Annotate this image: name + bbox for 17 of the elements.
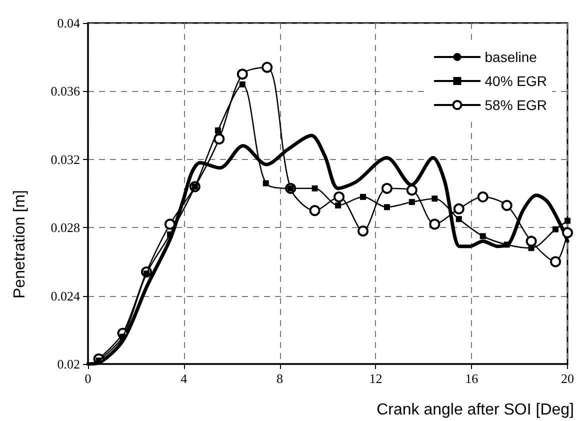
y-tick-label: 0.032 xyxy=(50,152,80,167)
x-tick-label: 8 xyxy=(276,371,284,386)
y-tick-label: 0.028 xyxy=(50,220,80,236)
x-tick-label: 0 xyxy=(84,371,92,386)
legend-label: baseline xyxy=(484,49,538,65)
x-tick-label: 4 xyxy=(180,371,188,386)
y-tick-label: 0.024 xyxy=(50,288,80,304)
y-tick-label: 0.036 xyxy=(50,84,80,99)
x-axis-title: Crank angle after SOI [Deg] xyxy=(376,402,574,418)
y-axis-title: Penetration [m] xyxy=(12,190,28,298)
x-tick-label: 20 xyxy=(561,371,574,386)
x-tick-label: 16 xyxy=(465,371,479,386)
x-tick-label: 12 xyxy=(369,371,382,386)
y-tick-label: 0.04 xyxy=(57,16,80,30)
y-tick-label: 0.02 xyxy=(57,356,80,372)
legend-label: 58% EGR xyxy=(484,97,547,113)
legend-label: 40% EGR xyxy=(484,73,547,89)
